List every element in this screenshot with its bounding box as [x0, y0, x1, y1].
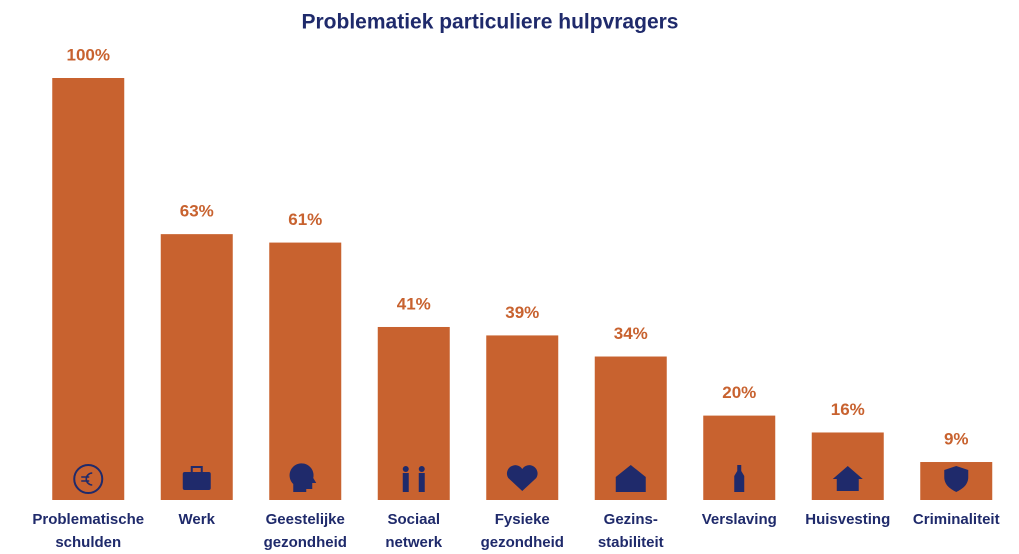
bar-icon — [289, 463, 317, 492]
bar-icon — [615, 465, 646, 492]
bar-icon — [734, 465, 745, 492]
value-label: 41% — [397, 294, 431, 313]
value-label: 9% — [944, 430, 969, 449]
bar-icon — [73, 464, 104, 494]
x-tick-label: Sociaal netwerk — [385, 511, 443, 551]
value-label: 20% — [722, 383, 756, 402]
bar-icon — [182, 466, 211, 490]
value-label: 61% — [288, 210, 322, 229]
x-tick-label: Geestelijke gezondheid — [263, 511, 347, 551]
x-tick-label: Gezins- stabiliteit — [597, 511, 664, 551]
bar — [52, 78, 125, 500]
chart-title: Problematiek particuliere hulpvragers — [302, 11, 679, 34]
x-tick-label: Criminaliteit — [912, 511, 1000, 528]
bar-icon — [506, 465, 538, 491]
x-tick-label: Huisvesting — [805, 511, 891, 528]
bar-icon — [402, 466, 425, 492]
value-label: 16% — [831, 400, 865, 419]
value-label: 63% — [180, 202, 214, 221]
value-label: 34% — [614, 324, 648, 343]
x-tick-label: Problematische schulden — [32, 511, 145, 551]
bar-icon — [832, 466, 863, 491]
x-tick-label: Verslaving — [701, 511, 777, 528]
x-tick-label: Fysieke gezondheid — [480, 511, 564, 551]
x-tick-label: Werk — [178, 511, 215, 528]
value-label: 100% — [67, 45, 110, 64]
bar-icon — [944, 466, 969, 492]
bar — [269, 242, 342, 500]
value-label: 39% — [505, 303, 539, 322]
bar — [377, 326, 450, 500]
bar — [160, 234, 233, 500]
